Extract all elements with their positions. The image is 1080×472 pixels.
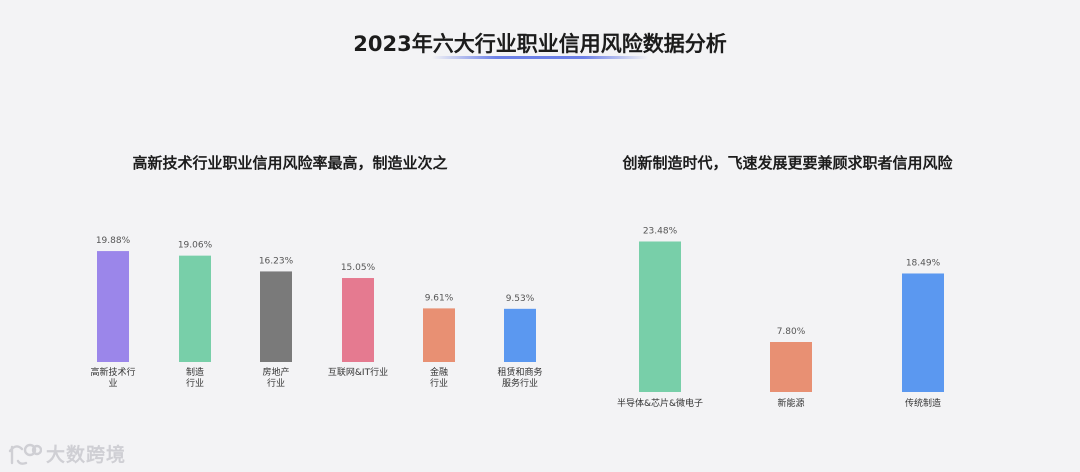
value-label-1-2: 18.49% [906, 258, 941, 268]
page-title: 2023年六大行业职业信用风险数据分析 [353, 32, 727, 56]
value-label-1-1: 7.80% [777, 327, 806, 337]
category-label-0-4: 金融行业 [430, 366, 448, 389]
value-label-0-4: 9.61% [425, 293, 454, 303]
category-label-0-2: 房地产行业 [262, 366, 289, 389]
category-label-1-0: 半导体&芯片&微电子 [617, 397, 703, 409]
value-label-0-3: 15.05% [341, 263, 376, 273]
value-label-0-5: 9.53% [506, 294, 535, 304]
bar-1-2 [902, 273, 944, 392]
bar-0-2 [260, 271, 292, 362]
category-label-1-1: 新能源 [777, 397, 804, 409]
category-label-1-2: 传统制造 [905, 397, 941, 409]
value-label-0-1: 19.06% [178, 241, 213, 251]
right-chart-title: 创新制造时代，飞速发展更要兼顾求职者信用风险 [622, 154, 953, 172]
bar-1-0 [639, 241, 681, 392]
bar-0-4 [423, 308, 455, 362]
left-chart-title: 高新技术行业职业信用风险率最高，制造业次之 [132, 154, 448, 172]
bar-0-0 [97, 251, 129, 362]
watermark-text: 大数跨境 [46, 444, 127, 466]
bar-0-3 [342, 278, 374, 362]
category-label-0-1: 制造行业 [186, 366, 204, 389]
watermark: 大数跨境 [8, 440, 126, 467]
bar-1-1 [770, 342, 812, 392]
bar-0-5 [504, 308, 536, 362]
bar-0-1 [179, 255, 211, 362]
title-underline [432, 56, 648, 59]
brand-logo-icon [8, 443, 42, 465]
value-label-0-0: 19.88% [96, 236, 131, 246]
category-label-0-3: 互联网&IT行业 [328, 366, 388, 378]
value-label-1-0: 23.48% [643, 226, 678, 236]
value-label-0-2: 16.23% [259, 256, 294, 266]
category-label-0-5: 租赁和商务服务行业 [497, 366, 542, 389]
category-label-0-0: 高新技术行业 [90, 366, 135, 389]
